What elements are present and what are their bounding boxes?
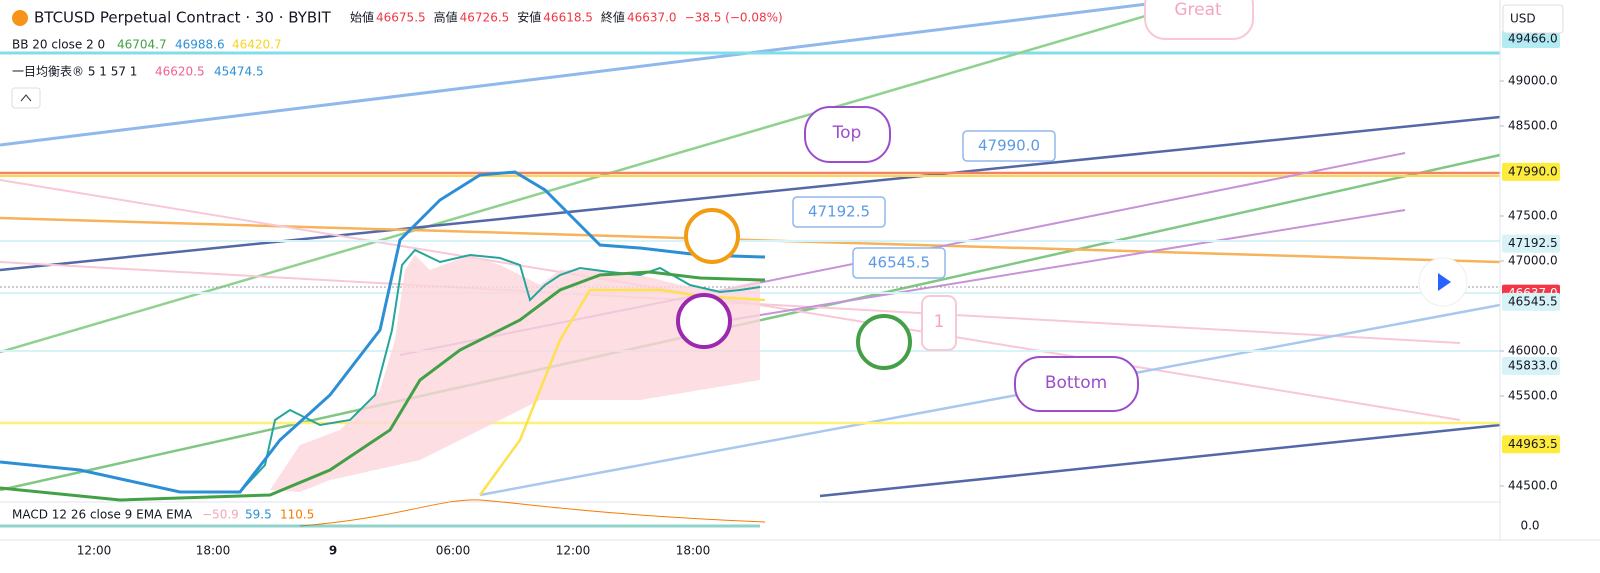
price-badge-label: 45833.0 xyxy=(1508,359,1558,373)
price-axis: 49000.0 48500.0 47500.0 47000.0 46000.0 45500… xyxy=(1500,30,1560,493)
price-note: 46545.5 xyxy=(868,254,930,272)
price-note: 47192.5 xyxy=(808,203,870,221)
indicator-value: 46420.7 xyxy=(232,38,282,52)
x-tick-label: 06:00 xyxy=(436,544,471,558)
price-badge-label: 49466.0 xyxy=(1508,32,1558,46)
indicator-value: −50.9 xyxy=(202,508,239,522)
y-tick-label: 44500.0 xyxy=(1508,479,1558,493)
ohlc-label: 高値 xyxy=(434,10,458,25)
price-badge xyxy=(1502,30,1560,49)
symbol-title: BTCUSD Perpetual Contract · 30 · BYBIT xyxy=(34,9,332,27)
ohlc-change: −38.5 (−0.08%) xyxy=(685,11,783,25)
indicator-value: 46704.7 xyxy=(117,38,167,52)
macd-signal xyxy=(299,499,766,527)
y-tick-label: 47000.0 xyxy=(1508,254,1558,268)
ohlc-legend: 始値 46675.5 高値 46726.5 安値 46618.5 終値 46637.0 −38.… xyxy=(350,10,783,25)
indicator-name: 一目均衡表® 5 1 57 1 xyxy=(12,65,137,79)
price-badge-label: 44963.5 xyxy=(1508,437,1558,451)
y-tick-label: 47500.0 xyxy=(1508,209,1558,223)
price-badge xyxy=(1502,292,1560,311)
y-tick-label: 45500.0 xyxy=(1508,389,1558,403)
indicator-value: 45474.5 xyxy=(214,65,264,79)
indicator-value: 46620.5 xyxy=(155,65,205,79)
x-tick-label: 18:00 xyxy=(196,544,231,558)
time-axis: 12:00 18:00 9 06:00 12:00 18:00 xyxy=(77,544,711,558)
annotation-text: Top xyxy=(832,123,862,143)
indicator-name: BB 20 close 2 0 xyxy=(12,38,105,52)
ohlc-value: 46726.5 xyxy=(460,11,510,25)
indicator-value: 59.5 xyxy=(245,508,272,522)
x-tick-label: 12:00 xyxy=(556,544,591,558)
currency-button[interactable] xyxy=(1502,4,1564,34)
price-badge xyxy=(1502,435,1560,454)
currency: USD xyxy=(1510,12,1536,26)
ohlc-value: 46637.0 xyxy=(627,11,677,25)
collapse-button[interactable] xyxy=(11,87,41,109)
price-badge-label: 46545.5 xyxy=(1508,294,1558,308)
x-tick-label: 12:00 xyxy=(77,544,112,558)
y-tick-label: 46000.0 xyxy=(1508,344,1558,358)
x-tick-label: 18:00 xyxy=(676,544,711,558)
macd-axis-label: 0.0 xyxy=(1520,519,1539,533)
annotation-text: 1 xyxy=(934,312,945,332)
ohlc-label: 始値 xyxy=(350,10,374,25)
annotation-text: Bottom xyxy=(1045,373,1107,393)
price-note: 47990.0 xyxy=(978,137,1040,155)
scroll-icon xyxy=(1438,273,1451,291)
ohlc-value: 46618.5 xyxy=(543,11,593,25)
price-badge-label: 47990.0 xyxy=(1508,164,1558,178)
price-series xyxy=(0,170,766,502)
indicator-value: 110.5 xyxy=(280,508,314,522)
y-tick-label: 49000.0 xyxy=(1508,74,1558,88)
indicator-value: 46988.6 xyxy=(175,38,225,52)
price-badge xyxy=(1502,234,1560,253)
ohlc-value: 46675.5 xyxy=(376,11,426,25)
annotation-text: Great xyxy=(1174,0,1222,20)
ohlc-label: 終値 xyxy=(601,10,625,25)
price-badge-label: 47192.5 xyxy=(1508,236,1558,250)
coin-icon xyxy=(12,10,28,26)
x-tick-label: 9 xyxy=(329,544,337,558)
annotation-bubbles xyxy=(676,0,1254,412)
ohlc-label: 安値 xyxy=(517,10,541,25)
indicator-name: MACD 12 26 close 9 EMA EMA xyxy=(12,508,193,522)
y-tick-label: 48500.0 xyxy=(1508,119,1558,133)
price-badge xyxy=(1502,162,1560,181)
price-badge xyxy=(1502,357,1560,376)
collapse-icon xyxy=(20,94,32,102)
